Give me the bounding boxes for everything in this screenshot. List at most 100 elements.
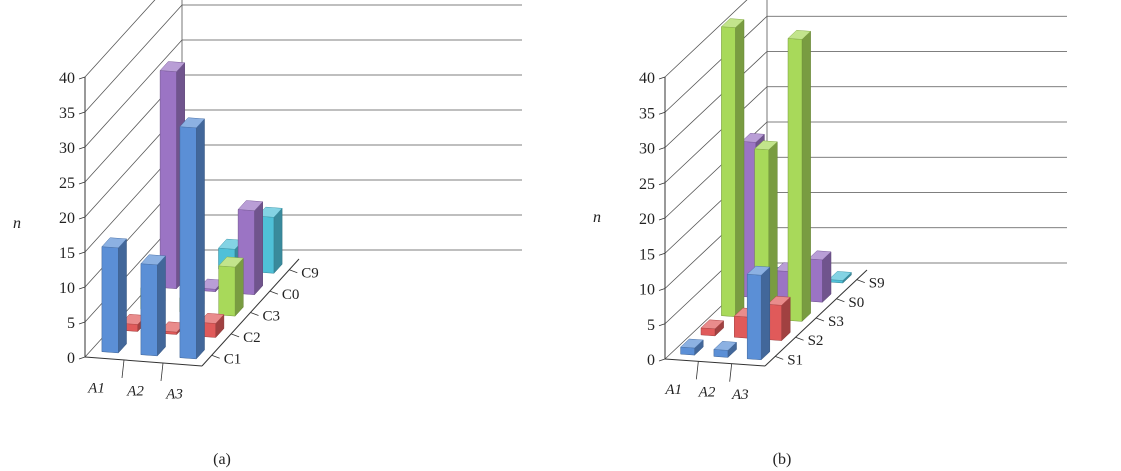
bar-top-face — [767, 296, 791, 306]
gridline-side — [664, 15, 768, 113]
bar-C3-A3 — [218, 256, 244, 317]
bar-side-face — [196, 118, 205, 360]
y-tick-label: 5 — [647, 317, 655, 334]
bar-side-face — [273, 207, 283, 274]
bar-C1-A2 — [140, 254, 167, 357]
depth-tick-mark — [289, 269, 298, 274]
bar-top-face — [140, 254, 167, 266]
y-tick-label: 35 — [639, 105, 655, 122]
x-tick-label: A3 — [165, 387, 183, 403]
bar-top-face — [720, 18, 745, 28]
gridline-side — [84, 0, 156, 78]
x-tick-mark — [729, 363, 733, 382]
depth-tick-mark — [856, 279, 865, 283]
bar-C1-A1 — [101, 237, 128, 354]
bar-side-face — [234, 257, 244, 317]
x-tick-label: A1 — [664, 382, 682, 398]
bar-top-face — [179, 117, 206, 129]
y-tick-mark — [658, 288, 666, 291]
bar-C0-A3 — [237, 200, 264, 296]
y-tick-label: 0 — [67, 350, 75, 367]
y-tick-mark — [658, 182, 666, 186]
x-tick-label: A1 — [87, 381, 105, 397]
y-tick-mark — [78, 146, 86, 150]
depth-tick-label: S2 — [808, 333, 824, 349]
depth-tick-label: S3 — [828, 314, 844, 330]
y-tick-label: 0 — [647, 352, 655, 369]
bar-front-face — [218, 265, 236, 317]
x-tick-label: A2 — [698, 385, 716, 401]
depth-tick-mark — [211, 354, 220, 359]
bar-side-face — [118, 238, 127, 354]
bar-top-face — [754, 140, 778, 151]
bar-S1-A1 — [680, 338, 704, 356]
bar-side-face — [735, 19, 745, 318]
bar-front-face — [787, 38, 803, 322]
bar-front-face — [179, 126, 197, 360]
bar-front-face — [101, 246, 119, 354]
y-tick-label: 25 — [639, 176, 655, 193]
bar-side-face — [254, 201, 263, 296]
bar-front-face — [700, 327, 716, 337]
bar-side-face — [801, 30, 811, 322]
depth-tick-label: C0 — [282, 287, 300, 303]
bar-S2-A3 — [767, 296, 791, 342]
bar-front-face — [140, 263, 158, 357]
y-axis-label: n — [13, 215, 21, 232]
bar-side-face — [822, 251, 832, 303]
depth-tick-label: C2 — [243, 330, 261, 346]
x-tick-label: A2 — [126, 384, 144, 400]
y-tick-label: 30 — [59, 140, 75, 157]
depth-tick-mark — [230, 333, 240, 338]
bar-top-face — [787, 30, 812, 40]
depth-tick-mark — [250, 312, 259, 316]
y-tick-label: 5 — [67, 315, 75, 332]
x-tick-label: A3 — [731, 387, 749, 403]
depth-tick-label: C9 — [301, 266, 319, 282]
bar-top-face — [256, 206, 283, 218]
depth-tick-label: S9 — [869, 276, 885, 292]
bar-top-face — [828, 271, 852, 281]
depth-tick-label: C1 — [224, 351, 242, 367]
bar-top-face — [807, 250, 832, 261]
y-tick-label: 40 — [639, 70, 655, 87]
bar-side-face — [157, 255, 166, 357]
bar-S1-A2 — [713, 341, 738, 358]
y-tick-mark — [658, 147, 666, 150]
depth-tick-label: C3 — [263, 309, 281, 325]
y-tick-mark — [78, 321, 86, 325]
bar-side-face — [760, 266, 771, 361]
y-tick-mark — [78, 216, 86, 220]
gridline-side — [84, 4, 183, 113]
bar-S1-A3 — [746, 265, 771, 361]
x-tick-mark — [121, 359, 125, 379]
depth-tick-mark — [795, 336, 804, 341]
gridline-side — [664, 51, 768, 148]
y-tick-mark — [78, 286, 86, 290]
bar-top-face — [700, 319, 725, 330]
y-tick-label: 25 — [59, 175, 75, 192]
gridline-side — [664, 0, 748, 78]
y-tick-label: 20 — [59, 210, 75, 227]
depth-tick-label: S0 — [848, 295, 864, 311]
depth-tick-mark — [836, 298, 845, 303]
bar-S0-A3 — [807, 250, 832, 303]
x-axis — [664, 358, 766, 367]
x-tick-mark — [160, 362, 164, 382]
bar-top-face — [218, 256, 244, 268]
bar-front-face — [721, 26, 736, 317]
depth-tick-label: S1 — [787, 352, 803, 368]
bars — [680, 18, 852, 361]
bar-front-face — [680, 346, 695, 356]
bar-top-face — [237, 200, 264, 211]
y-tick-mark — [78, 251, 86, 255]
y-tick-label: 10 — [59, 280, 75, 297]
gridline-side — [664, 86, 768, 184]
y-axis-label: n — [593, 209, 601, 226]
bar-top-face — [101, 237, 128, 249]
y-tick-mark — [658, 111, 666, 115]
y-tick-mark — [78, 76, 86, 80]
